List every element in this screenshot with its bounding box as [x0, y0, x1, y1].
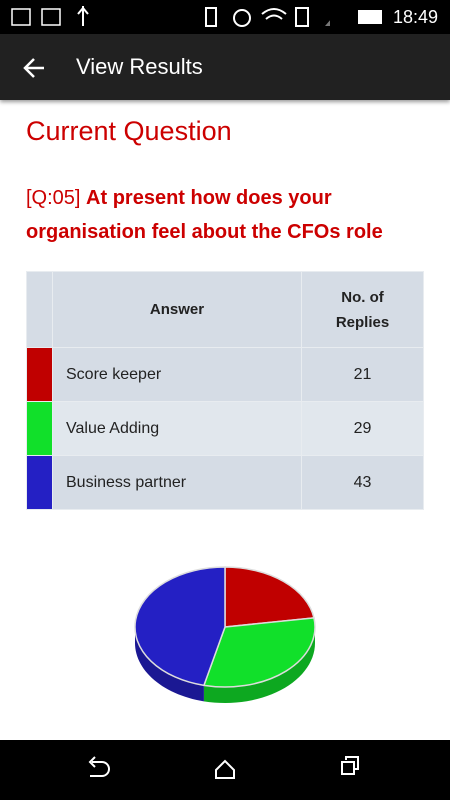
back-button[interactable] [22, 56, 46, 80]
nav-buttons [88, 756, 359, 779]
question-number: [Q:05] [26, 187, 81, 209]
replies-cell: 29 [301, 401, 424, 456]
nav-recents[interactable] [341, 756, 359, 775]
nav-back[interactable] [88, 756, 110, 777]
answer-cell: Value Adding [52, 401, 302, 456]
table-row: Business partner 43 [26, 455, 424, 510]
table-row: Score keeper 21 [26, 347, 424, 402]
replies-cell: 21 [301, 347, 424, 402]
color-swatch [26, 347, 53, 402]
pie-slice [134, 566, 226, 687]
nav-bar [0, 740, 450, 800]
pie-slice [202, 617, 316, 688]
table-row: Value Adding 29 [26, 401, 424, 456]
pie-slice [224, 566, 315, 628]
clock: 18:49 [392, 7, 438, 27]
question: [Q:05] At present how does your organisa… [26, 181, 426, 249]
results-table: Answer No. of Replies Score keeper 21 Valu… [26, 271, 424, 510]
nav-home[interactable] [215, 759, 235, 779]
screen-title: View Results [76, 54, 203, 79]
replies-header: No. of Replies [301, 271, 424, 348]
app-bar: View Results [0, 34, 450, 100]
status-bar: 18:49 [0, 0, 450, 34]
pie-side [203, 627, 315, 703]
color-header [26, 271, 53, 348]
color-swatch [26, 455, 53, 510]
status-icons [11, 6, 339, 27]
pie-side [135, 627, 204, 702]
question-text: At present how does your organisation fe… [26, 187, 383, 243]
pie-chart [134, 566, 316, 703]
color-swatch [26, 401, 53, 456]
section-title: Current Question [26, 116, 232, 146]
replies-cell: 43 [301, 455, 424, 510]
answer-cell: Score keeper [52, 347, 302, 402]
answer-header: Answer [52, 271, 302, 348]
battery [358, 10, 382, 24]
answer-cell: Business partner [52, 455, 302, 510]
